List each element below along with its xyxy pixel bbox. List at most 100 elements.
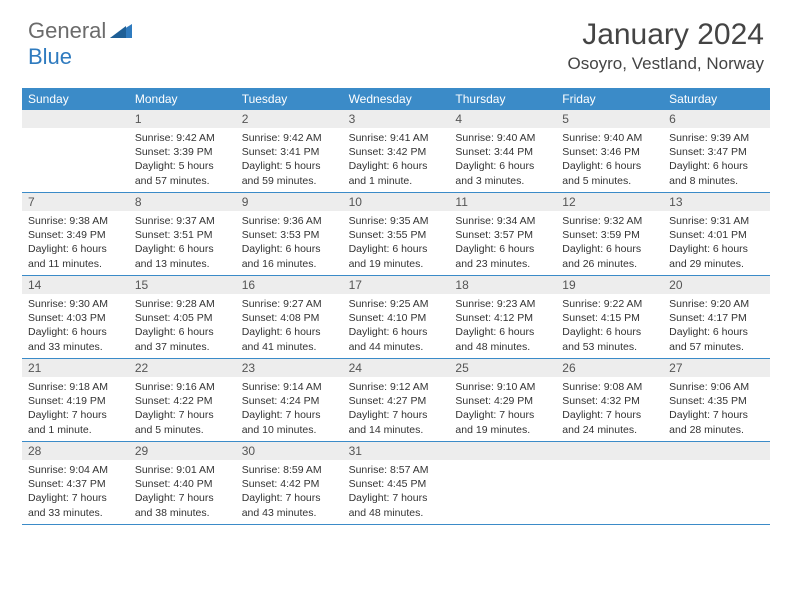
day-cell: 12Sunrise: 9:32 AMSunset: 3:59 PMDayligh… bbox=[556, 193, 663, 275]
day-cell: 23Sunrise: 9:14 AMSunset: 4:24 PMDayligh… bbox=[236, 359, 343, 441]
day-cell: 1Sunrise: 9:42 AMSunset: 3:39 PMDaylight… bbox=[129, 110, 236, 192]
day-info-line: Daylight: 6 hours bbox=[562, 159, 657, 173]
day-number: 19 bbox=[556, 276, 663, 294]
day-cell: 6 Sunrise: 9:39 AMSunset: 3:47 PMDaylight… bbox=[663, 110, 770, 192]
day-info: Sunrise: 9:23 AMSunset: 4:12 PMDaylight:… bbox=[449, 294, 556, 358]
day-info-line: and 41 minutes. bbox=[242, 340, 337, 354]
day-cell: 27Sunrise: 9:06 AMSunset: 4:35 PMDayligh… bbox=[663, 359, 770, 441]
day-info-line: Daylight: 7 hours bbox=[349, 408, 444, 422]
day-cell bbox=[556, 442, 663, 524]
day-info-line: Sunset: 4:45 PM bbox=[349, 477, 444, 491]
day-info: Sunrise: 9:40 AMSunset: 3:44 PMDaylight:… bbox=[449, 128, 556, 192]
day-info-line: Sunset: 3:53 PM bbox=[242, 228, 337, 242]
day-info-line: and 24 minutes. bbox=[562, 423, 657, 437]
day-number bbox=[449, 442, 556, 460]
day-info-line: Daylight: 7 hours bbox=[349, 491, 444, 505]
day-info-line: Sunrise: 8:57 AM bbox=[349, 463, 444, 477]
day-number: 11 bbox=[449, 193, 556, 211]
day-number: 22 bbox=[129, 359, 236, 377]
day-info-line: and 19 minutes. bbox=[455, 423, 550, 437]
day-info-line: and 5 minutes. bbox=[562, 174, 657, 188]
day-cell bbox=[22, 110, 129, 192]
day-info-line: Sunset: 3:44 PM bbox=[455, 145, 550, 159]
day-info-line: Daylight: 7 hours bbox=[28, 408, 123, 422]
day-info-line: Sunrise: 9:40 AM bbox=[455, 131, 550, 145]
day-cell: 16Sunrise: 9:27 AMSunset: 4:08 PMDayligh… bbox=[236, 276, 343, 358]
day-cell: 10Sunrise: 9:35 AMSunset: 3:55 PMDayligh… bbox=[343, 193, 450, 275]
day-info-line: Sunrise: 9:01 AM bbox=[135, 463, 230, 477]
day-info: Sunrise: 8:57 AMSunset: 4:45 PMDaylight:… bbox=[343, 460, 450, 524]
day-cell: 21Sunrise: 9:18 AMSunset: 4:19 PMDayligh… bbox=[22, 359, 129, 441]
day-info-line: Daylight: 7 hours bbox=[455, 408, 550, 422]
day-info-line: Sunset: 3:41 PM bbox=[242, 145, 337, 159]
weekday-header: SundayMondayTuesdayWednesdayThursdayFrid… bbox=[22, 88, 770, 110]
day-cell: 8Sunrise: 9:37 AMSunset: 3:51 PMDaylight… bbox=[129, 193, 236, 275]
day-info: Sunrise: 9:04 AMSunset: 4:37 PMDaylight:… bbox=[22, 460, 129, 524]
day-info-line: Daylight: 6 hours bbox=[669, 325, 764, 339]
day-info-line: and 5 minutes. bbox=[135, 423, 230, 437]
day-info-line: Daylight: 6 hours bbox=[562, 325, 657, 339]
day-info-line: and 43 minutes. bbox=[242, 506, 337, 520]
day-number: 12 bbox=[556, 193, 663, 211]
day-cell: 11Sunrise: 9:34 AMSunset: 3:57 PMDayligh… bbox=[449, 193, 556, 275]
day-cell: 17Sunrise: 9:25 AMSunset: 4:10 PMDayligh… bbox=[343, 276, 450, 358]
header: General January 2024 Osoyro, Vestland, N… bbox=[0, 0, 792, 82]
day-info-line: Sunrise: 9:12 AM bbox=[349, 380, 444, 394]
day-cell bbox=[663, 442, 770, 524]
day-info-line: Sunset: 4:35 PM bbox=[669, 394, 764, 408]
day-cell: 24Sunrise: 9:12 AMSunset: 4:27 PMDayligh… bbox=[343, 359, 450, 441]
day-number: 10 bbox=[343, 193, 450, 211]
day-info-line: Sunrise: 9:35 AM bbox=[349, 214, 444, 228]
day-info: Sunrise: 9:25 AMSunset: 4:10 PMDaylight:… bbox=[343, 294, 450, 358]
day-info-line: Sunset: 4:27 PM bbox=[349, 394, 444, 408]
day-info-line: Sunrise: 9:16 AM bbox=[135, 380, 230, 394]
day-info-line: and 53 minutes. bbox=[562, 340, 657, 354]
day-number: 3 bbox=[343, 110, 450, 128]
day-info-line: and 48 minutes. bbox=[455, 340, 550, 354]
day-info-line: and 38 minutes. bbox=[135, 506, 230, 520]
day-info-line: Sunset: 3:47 PM bbox=[669, 145, 764, 159]
day-info-line: Sunset: 4:10 PM bbox=[349, 311, 444, 325]
weekday-friday: Friday bbox=[556, 88, 663, 110]
day-info-line: Sunrise: 9:27 AM bbox=[242, 297, 337, 311]
weekday-monday: Monday bbox=[129, 88, 236, 110]
day-cell: 29Sunrise: 9:01 AMSunset: 4:40 PMDayligh… bbox=[129, 442, 236, 524]
day-number: 30 bbox=[236, 442, 343, 460]
day-info-line: and 33 minutes. bbox=[28, 506, 123, 520]
day-info-line: Daylight: 6 hours bbox=[669, 159, 764, 173]
day-info-line: and 57 minutes. bbox=[135, 174, 230, 188]
day-cell: 13Sunrise: 9:31 AMSunset: 4:01 PMDayligh… bbox=[663, 193, 770, 275]
day-info: Sunrise: 9:34 AMSunset: 3:57 PMDaylight:… bbox=[449, 211, 556, 275]
day-info: Sunrise: 9:31 AMSunset: 4:01 PMDaylight:… bbox=[663, 211, 770, 275]
day-cell: 18Sunrise: 9:23 AMSunset: 4:12 PMDayligh… bbox=[449, 276, 556, 358]
day-info-line: Sunrise: 9:06 AM bbox=[669, 380, 764, 394]
day-info: Sunrise: 8:59 AMSunset: 4:42 PMDaylight:… bbox=[236, 460, 343, 524]
week-row: 1Sunrise: 9:42 AMSunset: 3:39 PMDaylight… bbox=[22, 110, 770, 193]
day-info-line: Sunrise: 9:39 AM bbox=[669, 131, 764, 145]
day-info: Sunrise: 9:14 AMSunset: 4:24 PMDaylight:… bbox=[236, 377, 343, 441]
day-info-line: and 48 minutes. bbox=[349, 506, 444, 520]
day-number: 5 bbox=[556, 110, 663, 128]
day-cell: 7Sunrise: 9:38 AMSunset: 3:49 PMDaylight… bbox=[22, 193, 129, 275]
day-number: 6 bbox=[663, 110, 770, 128]
day-number bbox=[663, 442, 770, 460]
day-cell: 3Sunrise: 9:41 AMSunset: 3:42 PMDaylight… bbox=[343, 110, 450, 192]
day-number: 21 bbox=[22, 359, 129, 377]
day-info-line: Sunrise: 9:36 AM bbox=[242, 214, 337, 228]
day-info-line: Sunrise: 9:34 AM bbox=[455, 214, 550, 228]
day-info-line: Sunset: 4:22 PM bbox=[135, 394, 230, 408]
day-info-line: and 13 minutes. bbox=[135, 257, 230, 271]
day-info-line: Sunset: 4:37 PM bbox=[28, 477, 123, 491]
day-number: 14 bbox=[22, 276, 129, 294]
weekday-wednesday: Wednesday bbox=[343, 88, 450, 110]
day-number: 26 bbox=[556, 359, 663, 377]
day-number: 13 bbox=[663, 193, 770, 211]
day-number: 18 bbox=[449, 276, 556, 294]
day-number: 2 bbox=[236, 110, 343, 128]
day-info-line: and 28 minutes. bbox=[669, 423, 764, 437]
weekday-saturday: Saturday bbox=[663, 88, 770, 110]
day-cell: 20Sunrise: 9:20 AMSunset: 4:17 PMDayligh… bbox=[663, 276, 770, 358]
day-info-line: and 44 minutes. bbox=[349, 340, 444, 354]
day-info-line: Sunrise: 9:10 AM bbox=[455, 380, 550, 394]
day-info-line: Sunrise: 9:38 AM bbox=[28, 214, 123, 228]
